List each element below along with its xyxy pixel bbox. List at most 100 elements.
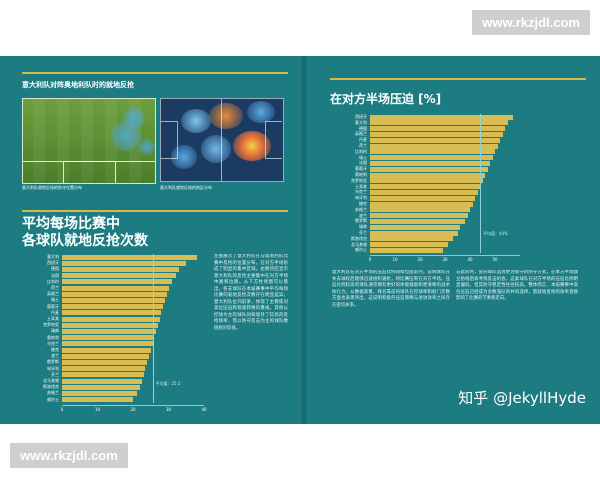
team-labels: 意大利 西班牙 德国 法国 比利时 荷兰 英格兰 瑞士 葡萄牙 丹麦 土耳其 克罗地亚 瑞典 奥地利 乌克兰… bbox=[23, 254, 59, 403]
team-label: 匈牙利 bbox=[47, 365, 59, 371]
headline-rule bbox=[22, 210, 288, 212]
bar bbox=[370, 120, 508, 126]
chart-headline: 平均每场比赛中 各球队就地反抢次数 bbox=[22, 216, 148, 250]
team-label: 英格兰 bbox=[355, 131, 367, 137]
headline-line-2: 各球队就地反抢次数 bbox=[22, 233, 148, 249]
team-label: 苏格兰 bbox=[355, 206, 367, 212]
left-body-text: 左图展示了意大利队在与奥地利队比赛中反抢的位置分布，在对方半场形成了明显的集中区… bbox=[214, 254, 288, 331]
bar bbox=[370, 242, 448, 248]
bar bbox=[62, 328, 157, 334]
team-label: 北马其顿 bbox=[351, 241, 367, 247]
x-axis bbox=[370, 255, 520, 257]
team-label: 瑞士 bbox=[51, 297, 59, 303]
average-label: 平均值：44% bbox=[483, 231, 508, 237]
right-chart-heading: 在对方半场压迫 [%] bbox=[330, 92, 442, 106]
bar bbox=[370, 166, 488, 172]
team-label: 西班牙 bbox=[47, 260, 59, 266]
team-label: 芬兰 bbox=[51, 371, 59, 377]
team-label: 俄罗斯 bbox=[355, 218, 367, 224]
bar bbox=[370, 131, 503, 137]
bar bbox=[62, 273, 176, 279]
bar bbox=[370, 218, 465, 224]
average-line bbox=[152, 254, 154, 403]
headline-line-1: 平均每场比赛中 bbox=[22, 216, 120, 232]
team-label: 匈牙利 bbox=[355, 195, 367, 201]
team-label: 瑞典 bbox=[359, 224, 367, 230]
team-label: 克罗地亚 bbox=[43, 322, 59, 328]
bar bbox=[62, 366, 146, 372]
x-tick-label: 20 bbox=[130, 406, 136, 412]
x-tick-label: 10 bbox=[94, 406, 101, 412]
team-label: 西班牙 bbox=[355, 114, 367, 119]
bar bbox=[370, 247, 443, 253]
team-label: 丹麦 bbox=[51, 309, 59, 315]
bar bbox=[370, 236, 453, 242]
team-label: 奥地利 bbox=[47, 334, 59, 340]
bar bbox=[370, 126, 505, 132]
team-label: 苏格兰 bbox=[47, 390, 59, 396]
heatmap-caption: 意大利队就地反抢的热区分布 bbox=[160, 185, 212, 190]
team-label: 威尔士 bbox=[47, 396, 59, 402]
bar bbox=[62, 254, 197, 260]
average-line bbox=[480, 114, 481, 254]
bar bbox=[62, 285, 169, 291]
team-label: 荷兰 bbox=[359, 143, 367, 148]
bar bbox=[62, 359, 148, 365]
left-top-rule bbox=[22, 72, 288, 74]
team-labels: 西班牙 意大利 德国 英格兰 丹麦 荷兰 比利时 瑞士 法国 葡萄牙 奥地利 克罗地亚 土耳其 乌克兰 匈牙… bbox=[331, 114, 367, 253]
bar bbox=[62, 279, 173, 285]
bar bbox=[62, 347, 151, 353]
pitch-position-image bbox=[22, 98, 156, 184]
team-label: 俄罗斯 bbox=[47, 359, 59, 365]
team-label: 法国 bbox=[359, 160, 367, 166]
bar bbox=[370, 195, 475, 201]
team-label: 土耳其 bbox=[355, 183, 367, 189]
bar bbox=[62, 384, 141, 390]
zhihu-watermark: 知乎 @JekyllHyde bbox=[458, 389, 586, 407]
right-page: 在对方半场压迫 [%] 西班牙 意大利 德国 英格兰 丹麦 荷兰 比利时 瑞士 法国 葡萄牙 奥地利… bbox=[306, 56, 600, 424]
bar bbox=[62, 353, 149, 359]
x-axis bbox=[62, 404, 204, 406]
team-label: 捷克 bbox=[51, 347, 59, 352]
bar bbox=[370, 114, 513, 120]
heatmap-image bbox=[160, 98, 284, 182]
team-label: 丹麦 bbox=[359, 137, 367, 143]
team-label: 法国 bbox=[51, 272, 59, 278]
pitch-caption: 意大利队就地反抢的防守位置分布 bbox=[22, 185, 82, 190]
team-label: 意大利 bbox=[47, 254, 59, 259]
team-label: 乌克兰 bbox=[355, 189, 367, 195]
bar bbox=[370, 160, 490, 166]
bar bbox=[62, 341, 153, 347]
team-label: 葡萄牙 bbox=[47, 303, 59, 309]
bar bbox=[62, 291, 167, 297]
bar bbox=[370, 189, 478, 195]
bar bbox=[370, 207, 470, 213]
team-label: 威尔士 bbox=[355, 247, 367, 253]
team-label: 斯洛伐克 bbox=[351, 235, 367, 241]
team-label: 奥地利 bbox=[355, 172, 367, 177]
bar bbox=[370, 172, 485, 178]
x-tick-label: 0 bbox=[60, 406, 64, 412]
team-label: 比利时 bbox=[47, 278, 59, 284]
team-label: 荷兰 bbox=[51, 285, 59, 290]
magazine-spread: 意大利队对阵奥地利队时的就地反抢 意大利队就地反抢的防守位置分布 意大利队 bbox=[0, 56, 600, 424]
team-label: 德国 bbox=[51, 266, 59, 272]
x-tick-label: 40 bbox=[467, 257, 473, 263]
team-label: 乌克兰 bbox=[47, 340, 59, 346]
left-page: 意大利队对阵奥地利队时的就地反抢 意大利队就地反抢的防守位置分布 意大利队 bbox=[0, 56, 302, 424]
team-label: 波兰 bbox=[51, 353, 59, 359]
bar bbox=[62, 316, 160, 322]
x-tick-label: 30 bbox=[165, 406, 172, 412]
team-label: 土耳其 bbox=[47, 316, 59, 321]
figure-title: 意大利队对阵奥地利队时的就地反抢 bbox=[22, 81, 134, 89]
bar bbox=[62, 378, 142, 384]
bar bbox=[62, 372, 144, 378]
bar bbox=[62, 390, 137, 396]
team-label: 意大利 bbox=[355, 119, 367, 125]
team-label: 瑞典 bbox=[51, 328, 59, 334]
bar bbox=[370, 137, 500, 143]
x-tick-label: 0 bbox=[368, 257, 372, 263]
x-tick-label: 40 bbox=[201, 406, 207, 412]
bar bbox=[370, 149, 495, 155]
team-label: 葡萄牙 bbox=[355, 166, 367, 172]
